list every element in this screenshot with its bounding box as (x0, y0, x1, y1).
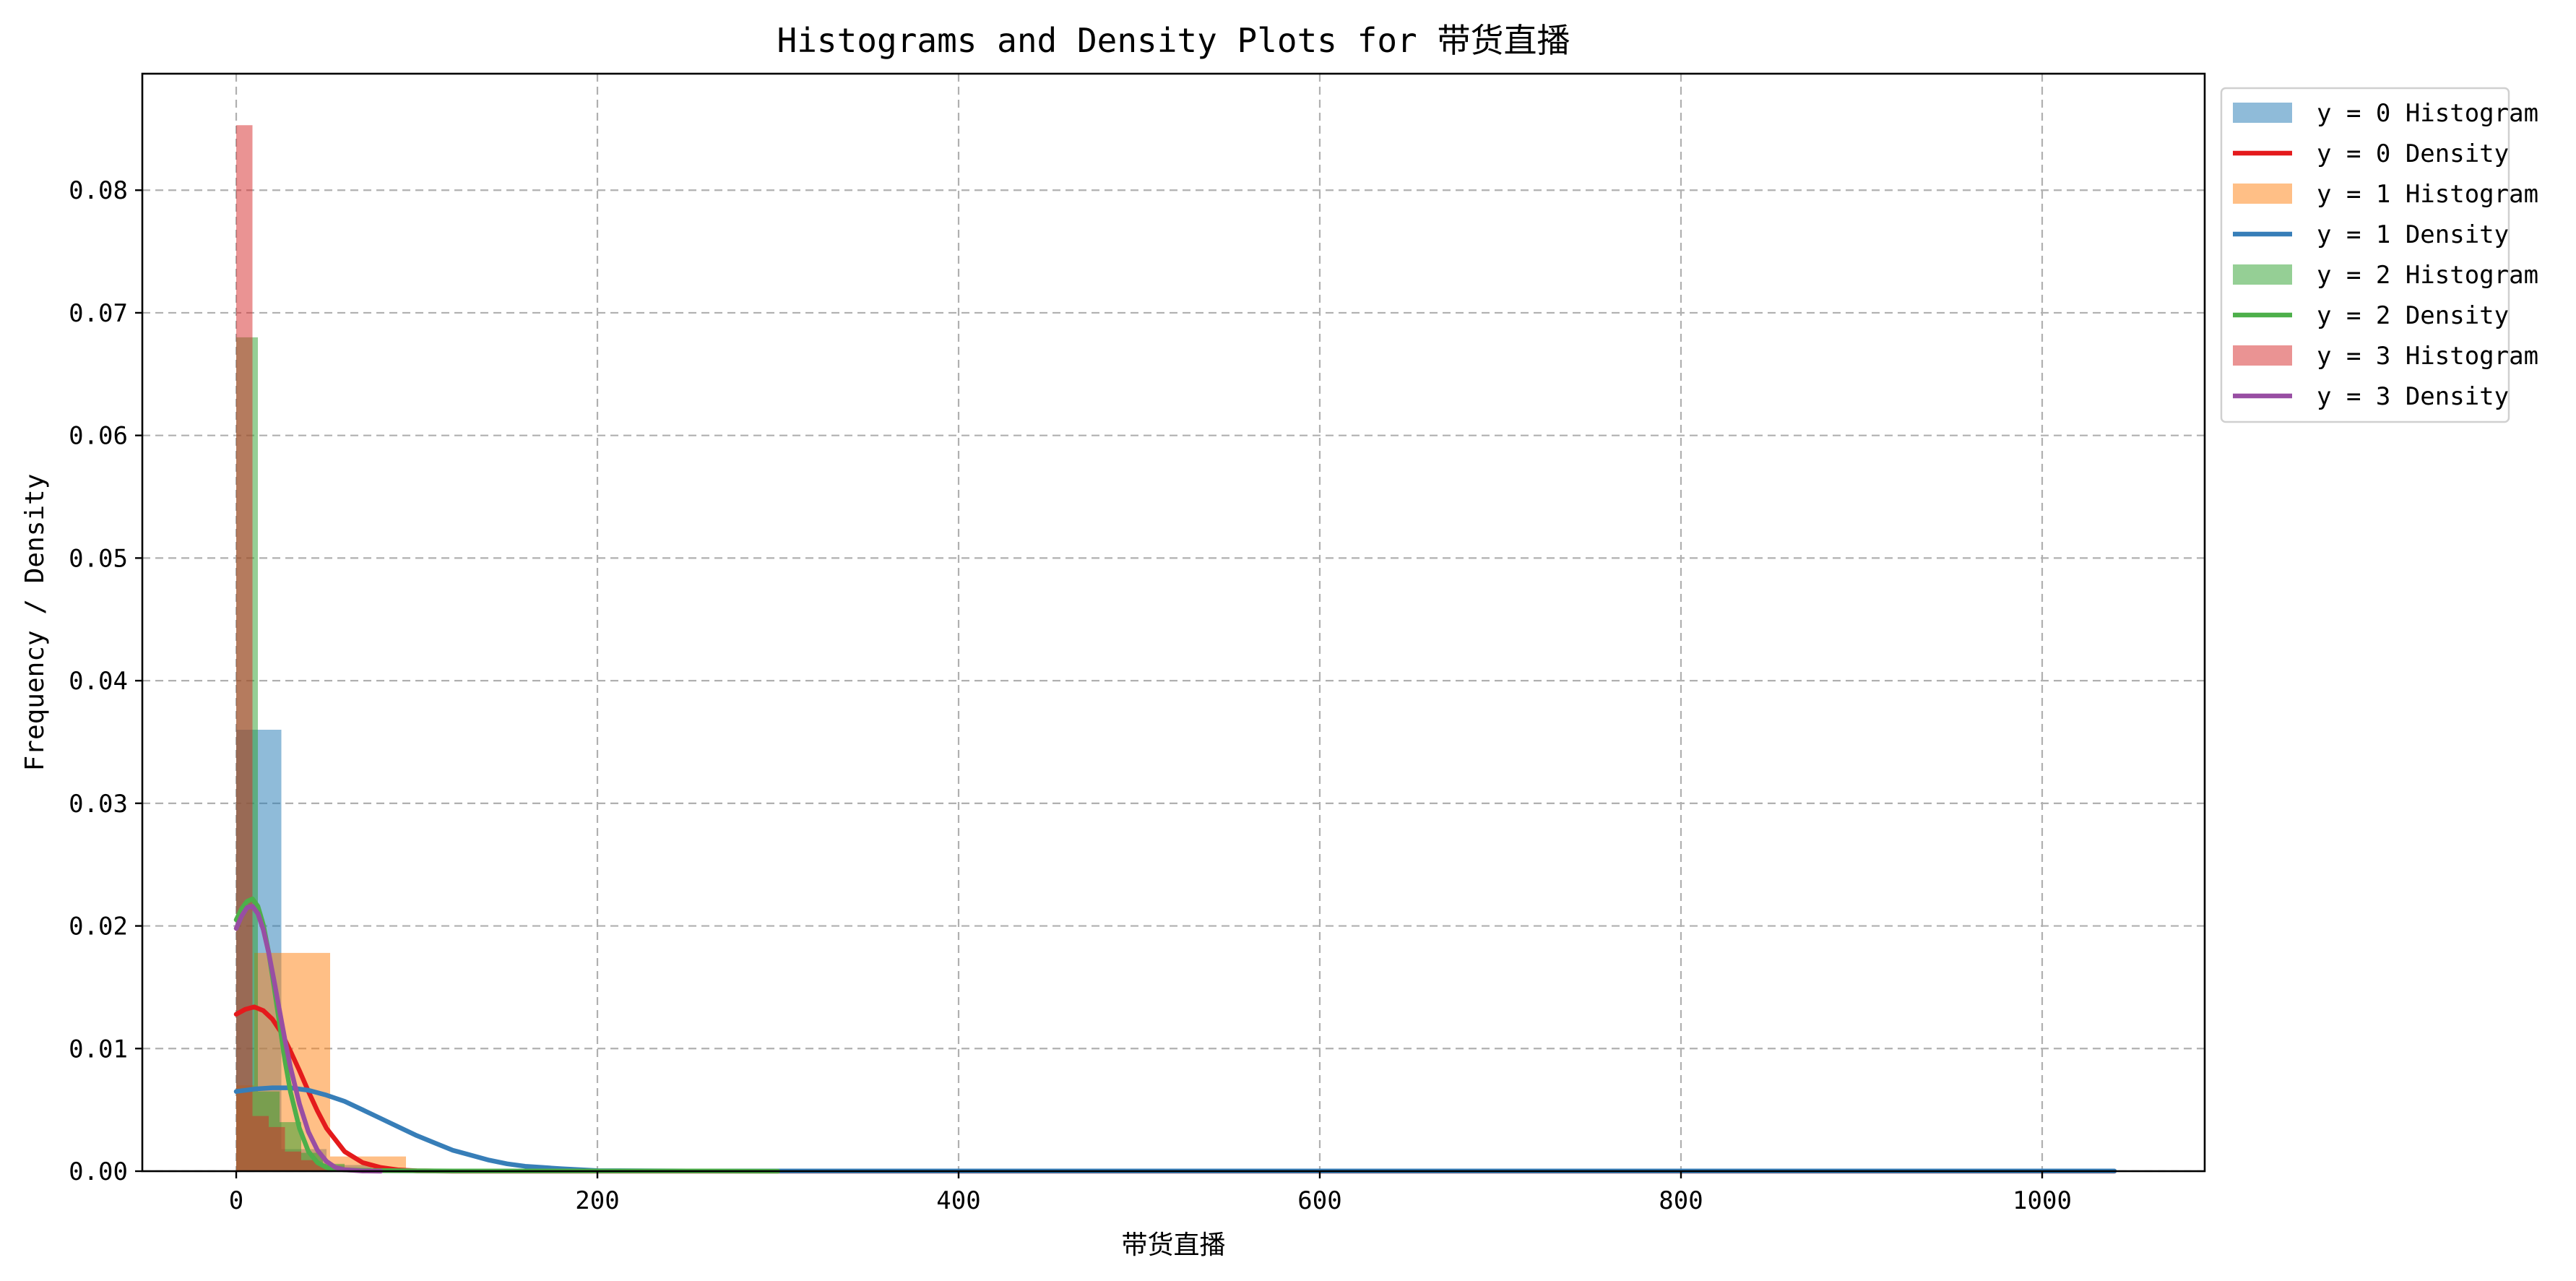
y-tick-label: 0.05 (69, 544, 128, 573)
density-line (233, 1004, 2117, 1174)
histogram-bar (252, 1116, 269, 1171)
x-axis-label: 带货直播 (1121, 1230, 1225, 1260)
y-tick-label: 0.02 (69, 913, 128, 941)
plot-frame (141, 72, 2206, 1173)
legend-swatch (2233, 345, 2292, 366)
density-line (233, 1085, 2117, 1174)
histogram-bar (269, 1126, 285, 1171)
grid-layer (142, 74, 2205, 1173)
legend-swatch (2233, 184, 2292, 204)
legend-label: y = 0 Histogram (2317, 99, 2538, 128)
legend-frame (2220, 87, 2510, 423)
legend-swatch (2233, 264, 2292, 285)
chart-title: Histograms and Density Plots for 带货直播 (777, 21, 1570, 60)
histogram-bar (285, 1151, 301, 1171)
histogram-layer (236, 125, 406, 1172)
legend-label: y = 3 Density (2317, 382, 2509, 411)
density-line (233, 904, 384, 1174)
legend-label: y = 3 Histogram (2317, 342, 2538, 371)
y-tick-label: 0.06 (69, 422, 128, 451)
y-tick-label: 0.07 (69, 299, 128, 328)
legend-label: y = 2 Density (2317, 301, 2509, 330)
x-tick-label: 1000 (2013, 1186, 2072, 1215)
legend-label: y = 1 Histogram (2317, 180, 2538, 209)
x-tick-label: 200 (575, 1186, 619, 1215)
tick-layer: 0 200 400 600 800 1000 0.00 0.01 0.02 0.03 0.04 0.0… (69, 176, 2072, 1215)
y-tick-label: 0.08 (69, 176, 128, 205)
y-axis-label: Frequency / Density (20, 474, 50, 772)
density-layer (233, 896, 2117, 1174)
x-tick-label: 400 (936, 1186, 980, 1215)
legend: y = 0 Histogram y = 0 Density y = 1 Histog… (2220, 87, 2538, 423)
x-tick-label: 0 (229, 1186, 243, 1215)
legend-label: y = 1 Density (2317, 220, 2509, 249)
legend-label: y = 2 Histogram (2317, 261, 2538, 290)
legend-swatch (2233, 103, 2292, 123)
x-tick-label: 600 (1297, 1186, 1341, 1215)
y-tick-label: 0.01 (69, 1035, 128, 1064)
legend-label: y = 0 Density (2317, 139, 2509, 168)
y-tick-label: 0.00 (69, 1157, 128, 1186)
histogram-bar (301, 1160, 318, 1171)
y-tick-label: 0.03 (69, 790, 128, 819)
y-tick-label: 0.04 (69, 667, 128, 696)
x-tick-label: 800 (1659, 1186, 1703, 1215)
